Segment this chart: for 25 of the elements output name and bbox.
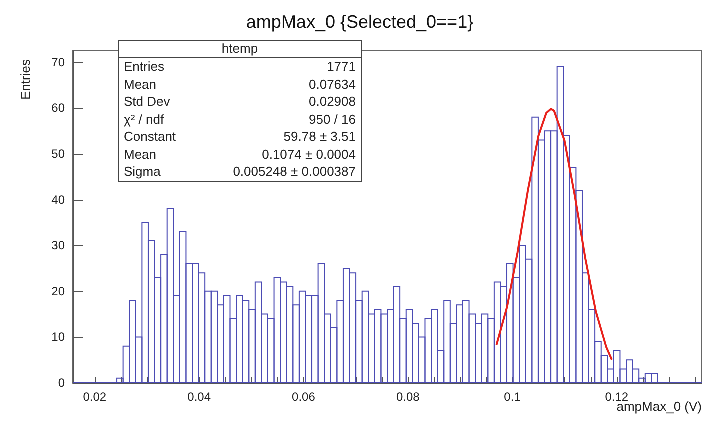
text: Entries 1771 (124, 59, 356, 74)
x-tick-label: 0.08 (396, 390, 420, 404)
text: Sigma 0.005248 ± 0.000387 (124, 164, 356, 179)
text: Constant 59.78 ± 3.51 (124, 129, 356, 144)
x-tick-label: 0.1 (504, 390, 522, 404)
x-tick-label: 0.06 (292, 390, 316, 404)
text: χ² / ndf 950 / 16 (124, 112, 356, 126)
y-axis-title: Entries (18, 60, 33, 100)
y-tick-label: 10 (52, 330, 66, 344)
text: Mean 0.1074 ± 0.0004 (124, 146, 356, 162)
y-tick-label: 60 (52, 101, 66, 116)
line-series (496, 108, 613, 360)
x-tick-label: 0.04 (188, 390, 212, 404)
y-tick-label: 0 (58, 376, 66, 390)
y-tick-label: 20 (52, 284, 66, 298)
text: Std Dev 0.02908 (124, 94, 356, 109)
chart-title: ampMax_0 {Selected_0==1} (246, 12, 474, 32)
x-tick-label: 0.12 (605, 390, 629, 404)
y-tick-label: 50 (52, 147, 66, 162)
y-tick-label: 30 (52, 238, 66, 253)
x-tick-label: 0.02 (83, 390, 107, 404)
y-tick-label: 70 (52, 55, 66, 70)
annotation: htemp (119, 41, 361, 58)
text: Mean 0.07634 (124, 76, 356, 92)
y-tick-label: 40 (52, 192, 66, 207)
